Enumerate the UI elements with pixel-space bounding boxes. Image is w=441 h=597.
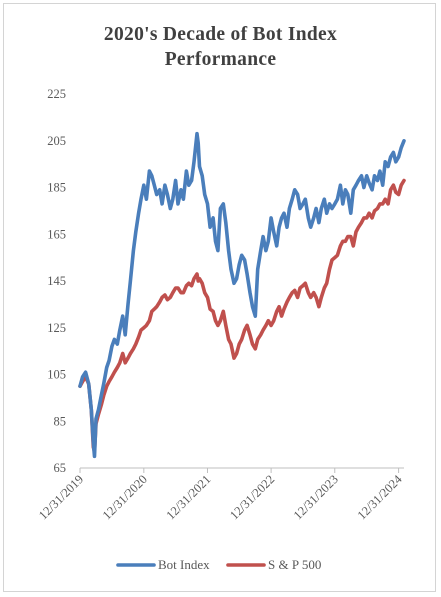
series-line-bot-index: [78, 131, 406, 459]
chart-title: 2020's Decade of Bot Index Performance: [0, 22, 441, 72]
y-tick-label: 225: [47, 87, 66, 101]
x-tick-label: 12/31/2024: [355, 472, 406, 523]
y-axis: 65 85 105 125 145 165 185 205 225: [47, 87, 66, 475]
series-line-sp500: [78, 178, 406, 454]
x-tick-label: 12/31/2020: [100, 472, 150, 522]
legend: Bot Index S & P 500: [116, 557, 321, 572]
x-tick-label: 12/31/2019: [36, 472, 86, 522]
chart-frame: [3, 3, 436, 592]
x-tick-label: 12/31/2023: [291, 472, 341, 522]
y-tick-label: 85: [54, 414, 67, 428]
y-tick-label: 185: [47, 181, 66, 195]
chart-title-line-1: 2020's Decade of Bot Index: [103, 24, 338, 45]
y-tick-label: 205: [47, 134, 66, 148]
x-tick-label: 12/31/2021: [163, 472, 213, 522]
y-tick-label: 125: [47, 321, 66, 335]
y-tick-label: 105: [47, 368, 66, 382]
legend-label: Bot Index: [158, 557, 210, 572]
y-tick-label: 145: [47, 274, 66, 288]
x-axis: 12/31/2019 12/31/2020 12/31/2021 12/31/2022…: [36, 467, 406, 523]
chart-title-line-2: Performance: [164, 49, 277, 70]
plot-lines: [78, 131, 406, 459]
legend-label: S & P 500: [268, 557, 321, 572]
x-tick-label: 12/31/2022: [227, 472, 277, 522]
y-tick-label: 65: [54, 461, 67, 475]
y-tick-label: 165: [47, 227, 66, 241]
